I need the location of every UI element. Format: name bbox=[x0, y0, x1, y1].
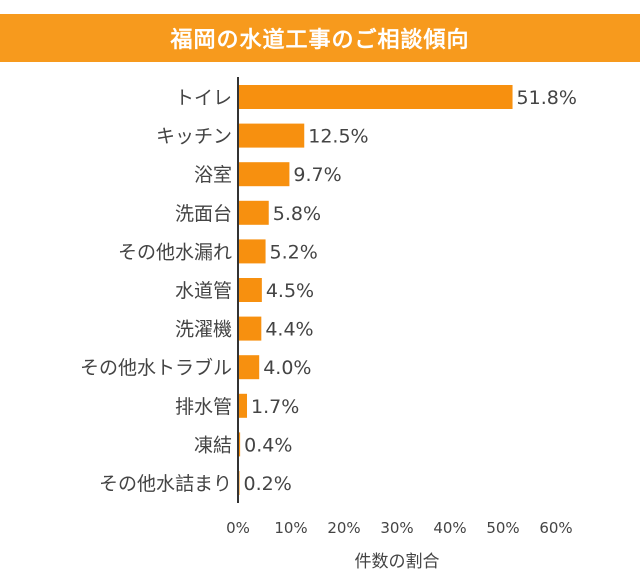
data-label: 9.7% bbox=[293, 164, 341, 186]
x-tick-label: 20% bbox=[327, 519, 360, 537]
x-axis-label: 件数の割合 bbox=[355, 552, 440, 572]
category-label: 浴室 bbox=[194, 164, 232, 186]
bar-10 bbox=[238, 432, 241, 457]
chart-title: 福岡の水道工事のご相談傾向 bbox=[0, 14, 640, 62]
bar-5 bbox=[238, 239, 266, 264]
category-label: その他水漏れ bbox=[118, 241, 232, 263]
data-label: 4.0% bbox=[263, 357, 311, 379]
x-tick-label: 40% bbox=[433, 519, 466, 537]
category-label: その他水トラブル bbox=[80, 356, 232, 379]
category-label: 排水管 bbox=[175, 396, 232, 418]
bar-1 bbox=[238, 85, 513, 109]
category-label: トイレ bbox=[175, 87, 232, 109]
bar-8 bbox=[238, 355, 260, 380]
category-label: 水道管 bbox=[175, 280, 232, 302]
category-label: 洗面台 bbox=[175, 203, 232, 225]
data-label: 4.5% bbox=[266, 280, 314, 302]
data-label: 5.2% bbox=[270, 241, 318, 263]
x-tick-label: 0% bbox=[226, 519, 250, 537]
bar-7 bbox=[238, 316, 262, 341]
bar-9 bbox=[238, 393, 248, 418]
data-label: 0.4% bbox=[244, 434, 292, 456]
bar-4 bbox=[238, 200, 269, 225]
category-label: その他水詰まり bbox=[99, 473, 232, 495]
bar-6 bbox=[238, 278, 262, 302]
data-label: 5.8% bbox=[273, 203, 321, 225]
bar-3 bbox=[238, 162, 290, 187]
data-label: 4.4% bbox=[265, 319, 313, 341]
x-tick-label: 60% bbox=[539, 519, 572, 537]
x-tick-label: 10% bbox=[274, 519, 307, 537]
data-label: 1.7% bbox=[251, 396, 299, 418]
category-label: 凍結 bbox=[194, 434, 232, 456]
category-label: キッチン bbox=[156, 126, 232, 148]
x-tick-label: 50% bbox=[486, 519, 519, 537]
bar-2 bbox=[238, 123, 305, 148]
x-tick-label: 30% bbox=[380, 519, 413, 537]
data-label: 0.2% bbox=[244, 473, 292, 495]
data-label: 51.8% bbox=[517, 87, 577, 109]
data-label: 12.5% bbox=[308, 126, 368, 148]
category-label: 洗濯機 bbox=[175, 319, 232, 341]
